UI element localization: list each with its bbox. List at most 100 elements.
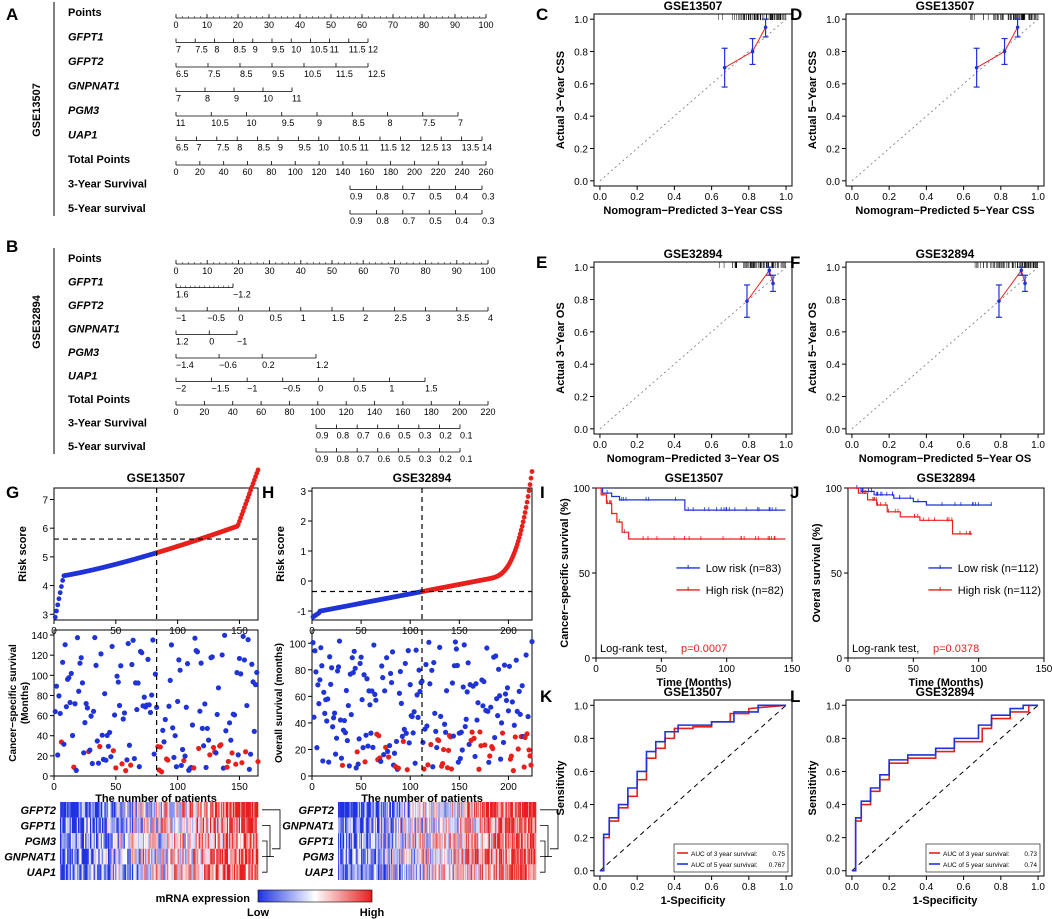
heatmap-dendrogram [540,809,559,873]
heatmap-cell [238,802,241,818]
heatmap-cell [138,864,140,880]
heatmap-cell [463,864,465,880]
heatmap-cell [348,833,350,849]
heatmap-cell [110,817,112,834]
heatmap-cell [406,864,408,880]
heatmap-cell [452,817,454,834]
heatmap-cell [139,833,141,849]
heatmap-cell [520,817,522,834]
heatmap-cell [437,864,440,880]
survival-point [72,701,78,707]
heatmap-cell [178,864,181,880]
nomogram-tick-label: 0.3 [482,192,495,202]
heatmap-cell [345,802,347,818]
heatmap-cell [148,864,151,880]
heatmap-cell [455,864,457,880]
heatmap-cell [104,817,106,834]
heatmap-cell [190,802,193,818]
survival-point [141,694,147,700]
survival-point [505,708,512,714]
heatmap-cell [340,833,342,849]
y-tick-label: 1.0 [826,263,840,274]
heatmap-cell [355,848,357,865]
survival-point [367,702,373,708]
survival-point [510,768,516,774]
heatmap-cell [115,817,117,834]
survival-point [98,651,104,657]
heatmap-cell [519,833,521,849]
nomogram-tick-label: 0 [173,407,178,417]
heatmap-cell [350,833,352,849]
heatmap-cell [160,817,163,834]
heatmap-cell [522,864,524,880]
survival-point [385,748,391,755]
heatmap-cell [432,833,434,849]
heatmap-cell [366,817,368,834]
heatmap-cell [242,833,244,849]
heatmap-cell [187,817,189,834]
heatmap-cell [376,864,379,880]
heatmap-cell [358,833,360,849]
heatmap-cell [226,817,229,834]
heatmap-cell [232,817,235,834]
survival-point [459,747,465,753]
survival-point [521,764,527,770]
heatmap-cell [165,833,168,849]
heatmap-cell [373,864,375,880]
heatmap-cell [391,864,394,880]
heatmap-cell [376,848,379,865]
heatmap-cell [497,833,500,849]
heatmap-cell [468,802,471,818]
heatmap-cell [134,817,136,834]
heatmap-cell [497,864,500,880]
heatmap-cell [411,817,413,834]
heatmap-cell [360,802,363,818]
logrank-label: Log-rank test, [852,643,919,655]
x-tick-label: 100 [402,626,419,637]
nomogram-tick-label: 6.5 [176,69,189,79]
heatmap-cell [62,802,64,818]
x-tick-label: 0.0 [593,192,607,203]
y-tick-label: 80 [295,666,307,677]
survival-point [496,693,503,699]
heatmap-cell [97,833,99,849]
heatmap-cell [436,848,438,865]
plot-frame [845,13,1045,187]
calibration-title: GSE32894 [664,247,723,261]
heatmap-cell [66,833,68,849]
heatmap-cell [198,848,200,865]
risk-point [528,475,534,481]
heatmap-cell [470,802,472,818]
heatmap-cell [487,817,489,834]
heatmap-cell [247,864,249,880]
survival-point [213,750,219,756]
heatmap-cell [75,817,78,834]
survival-point [210,744,217,751]
nomogram-tick-label: −1 [237,337,247,347]
heatmap-cell [75,833,78,849]
heatmap-cell [481,817,483,834]
nomogram-row-label: GFPT2 [68,56,103,68]
survival-point [189,722,196,728]
heatmap-cell [468,848,471,865]
heatmap-cell [355,864,357,880]
heatmap-cell [447,833,449,849]
heatmap-cell [414,817,416,834]
heatmap-cell [351,848,353,865]
heatmap-cell [368,848,370,865]
heatmap-cell [93,864,96,880]
heatmap-cell [463,848,465,865]
heatmap-cell [383,864,385,880]
heatmap-cell [516,817,518,834]
survival-point [361,672,367,678]
heatmap-cell [410,848,412,865]
heatmap-cell [151,817,153,834]
y-tick-label: 0.0 [826,867,840,878]
heatmap-cell [413,833,415,849]
heatmap-cell [501,848,503,865]
heatmap-cell [150,817,152,834]
heatmap-cell [79,864,81,880]
heatmap-cell [529,817,531,834]
